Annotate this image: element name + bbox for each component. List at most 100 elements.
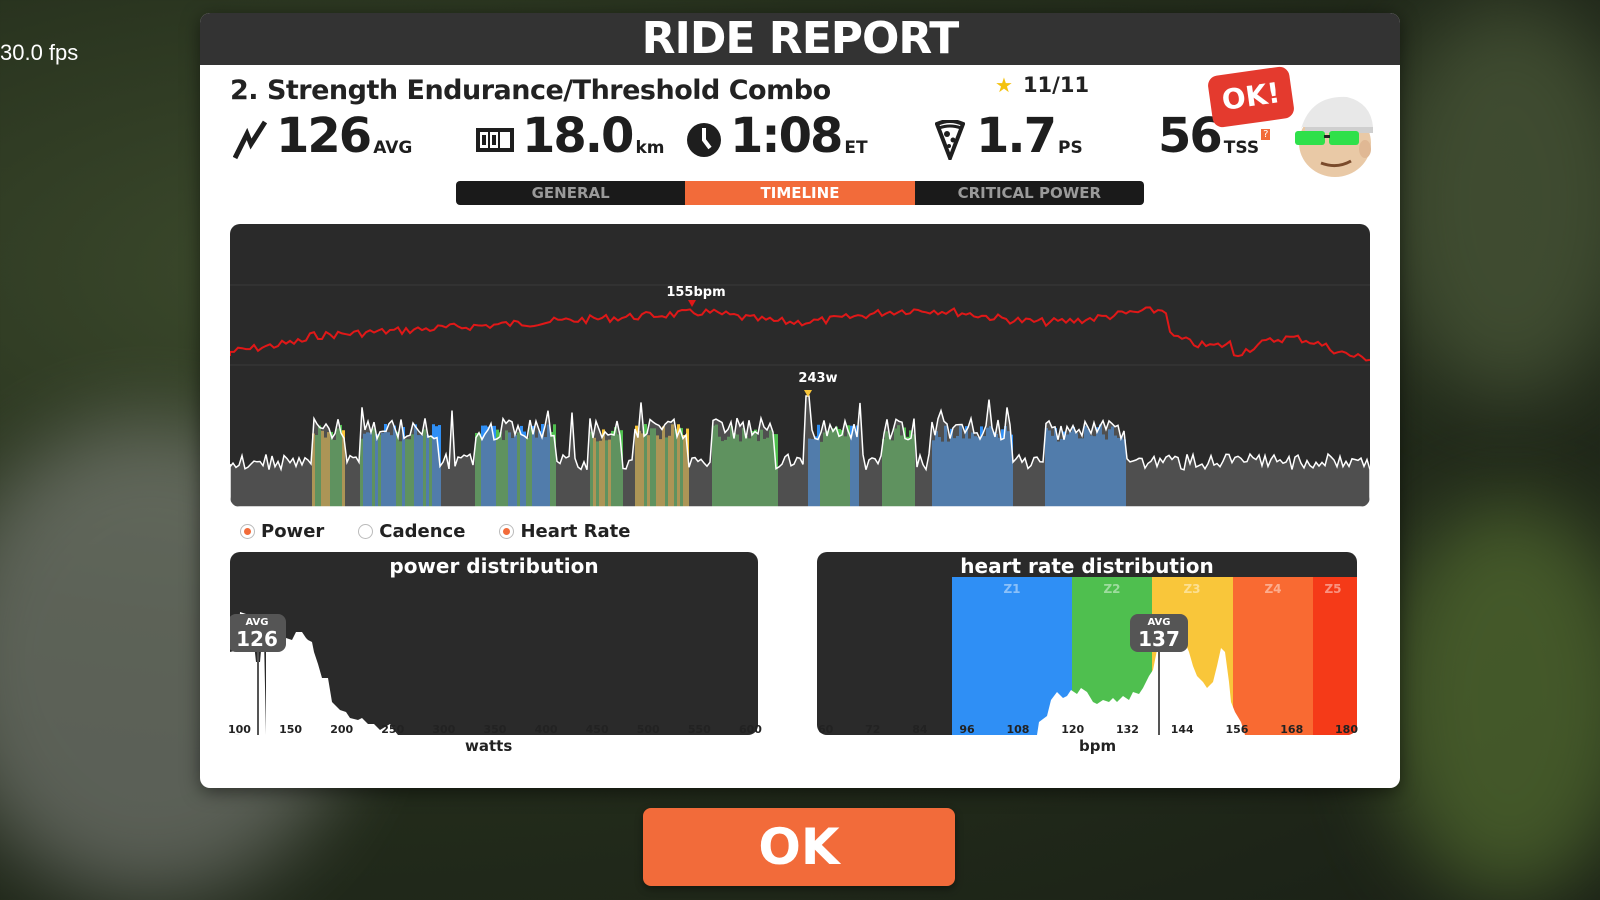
power-histogram-bar bbox=[266, 632, 398, 735]
pizza-icon bbox=[930, 118, 970, 162]
power-distribution-ticks: 100 150 200 250 300 350 400 450 500 550 … bbox=[228, 723, 762, 736]
hr-tick: 168 bbox=[1280, 723, 1304, 736]
hr-tick: 108 bbox=[1006, 723, 1030, 736]
stat-time: 1:08 ET bbox=[684, 110, 868, 162]
power-avg-badge: AVG 126 bbox=[230, 614, 286, 652]
workout-name: 2. Strength Endurance/Threshold Combo bbox=[230, 75, 831, 106]
coach-bubble-text: OK! bbox=[1219, 76, 1283, 117]
power-axis-label: watts bbox=[465, 737, 513, 755]
stat-power: 126 AVG bbox=[230, 110, 412, 162]
power-tick: 600 bbox=[738, 723, 762, 736]
hr-distribution-title: heart rate distribution bbox=[960, 554, 1214, 578]
hr-tick: 60 bbox=[818, 723, 834, 736]
distance-unit: km bbox=[635, 138, 665, 158]
power-value: 126 bbox=[276, 108, 372, 164]
power-tick: 350 bbox=[483, 723, 507, 736]
hr-tick: 144 bbox=[1170, 723, 1194, 736]
hr-distribution-chart: heart rate distribution Z1 Z2 Z3 Z4 Z5 A… bbox=[817, 552, 1357, 735]
power-tick: 450 bbox=[585, 723, 609, 736]
odometer-icon bbox=[474, 118, 516, 162]
hr-distribution-svg: Z1 Z2 Z3 Z4 Z5 bbox=[952, 577, 1357, 735]
distance-value: 18.0 bbox=[522, 108, 634, 164]
heart-rate-radio[interactable] bbox=[499, 524, 515, 539]
power-tick: 250 bbox=[381, 723, 405, 736]
zone-z1-label: Z1 bbox=[1003, 582, 1020, 596]
hr-tick: 96 bbox=[959, 723, 975, 736]
hr-avg-label: AVG bbox=[1147, 617, 1171, 628]
power-tick: 500 bbox=[636, 723, 660, 736]
tab-general[interactable]: GENERAL bbox=[531, 184, 610, 202]
stat-tss: 56 TSS ? bbox=[1158, 108, 1271, 164]
stat-distance: 18.0 km bbox=[474, 110, 664, 162]
background-grass bbox=[1380, 500, 1600, 900]
clock-icon bbox=[684, 118, 724, 162]
zone-z5-band bbox=[1313, 577, 1357, 735]
zone-z5-label: Z5 bbox=[1324, 582, 1341, 596]
hr-distribution-ticks: 60 72 84 96 108 120 132 144 156 168 180 bbox=[818, 723, 1358, 736]
rating-value: 11/11 bbox=[1022, 73, 1090, 97]
coach-avatar: OK! bbox=[1206, 65, 1375, 185]
legend-power-label: Power bbox=[261, 521, 325, 542]
lightning-icon bbox=[230, 118, 270, 162]
pizza-value: 1.7 bbox=[976, 108, 1057, 164]
zone-z2-label: Z2 bbox=[1103, 582, 1120, 596]
pizza-unit: PS bbox=[1058, 138, 1083, 158]
tss-info-icon[interactable]: ? bbox=[1261, 129, 1271, 140]
power-peak-label: 243w bbox=[798, 371, 837, 386]
hr-tick: 72 bbox=[865, 723, 881, 736]
tss-unit: TSS bbox=[1223, 138, 1260, 158]
power-line bbox=[230, 395, 1370, 507]
ok-button[interactable]: OK bbox=[643, 808, 955, 886]
hr-tick: 84 bbox=[912, 723, 928, 736]
tab-critical-power[interactable]: CRITICAL POWER bbox=[957, 184, 1102, 202]
workout-rating: ★ 11/11 bbox=[995, 73, 1089, 97]
power-avg-value: 126 bbox=[236, 627, 278, 651]
timeline-chart: 155bpm 243w bbox=[230, 224, 1370, 507]
power-distribution-chart: power distribution AVG 126 bbox=[230, 552, 758, 735]
time-unit: ET bbox=[844, 138, 868, 158]
ride-report-modal: RIDE REPORT 2. Strength Endurance/Thresh… bbox=[200, 13, 1400, 788]
hr-axis-label: bpm bbox=[1079, 737, 1117, 755]
hr-peak-marker bbox=[688, 300, 696, 307]
power-tick: 150 bbox=[279, 723, 303, 736]
time-value: 1:08 bbox=[730, 108, 843, 164]
power-distribution-title: power distribution bbox=[389, 554, 599, 578]
hr-tick: 156 bbox=[1225, 723, 1249, 736]
tab-timeline[interactable]: TIMELINE bbox=[685, 181, 915, 205]
timeline-svg: 155bpm 243w bbox=[230, 284, 1370, 507]
power-tick: 100 bbox=[228, 723, 251, 736]
cadence-radio[interactable] bbox=[358, 524, 374, 539]
power-tick: 300 bbox=[432, 723, 456, 736]
hr-histogram-bar bbox=[1037, 642, 1245, 735]
legend-cadence-toggle[interactable]: Cadence bbox=[358, 521, 465, 542]
report-tabs: GENERAL TIMELINE CRITICAL POWER bbox=[456, 181, 1144, 205]
hr-tick: 132 bbox=[1115, 723, 1139, 736]
power-tick: 550 bbox=[687, 723, 711, 736]
zone-z3-label: Z3 bbox=[1183, 582, 1200, 596]
legend-heart-rate-label: Heart Rate bbox=[520, 521, 631, 542]
hr-avg-badge: AVG 137 bbox=[1130, 614, 1188, 652]
timeline-legend: Power Cadence Heart Rate bbox=[240, 521, 630, 542]
fps-counter: 30.0 fps bbox=[0, 40, 79, 65]
hr-peak-label: 155bpm bbox=[666, 285, 725, 300]
modal-title: RIDE REPORT bbox=[200, 13, 1400, 65]
legend-power-toggle[interactable]: Power bbox=[240, 521, 324, 542]
power-peak-marker bbox=[804, 390, 812, 397]
star-icon: ★ bbox=[995, 73, 1013, 97]
hr-avg-value: 137 bbox=[1138, 627, 1180, 651]
tss-value: 56 bbox=[1158, 108, 1223, 164]
zone-z4-band bbox=[1233, 577, 1313, 735]
stat-pizza: 1.7 PS bbox=[930, 110, 1083, 162]
legend-heart-rate-toggle[interactable]: Heart Rate bbox=[499, 521, 630, 542]
power-tick: 200 bbox=[330, 723, 354, 736]
background-trees bbox=[1380, 0, 1600, 400]
heart-rate-line bbox=[230, 306, 1370, 362]
zone-z4-label: Z4 bbox=[1264, 582, 1281, 596]
hr-tick: 120 bbox=[1061, 723, 1085, 736]
power-avg-label: AVG bbox=[245, 617, 269, 628]
power-radio[interactable] bbox=[240, 524, 255, 539]
hr-tick: 180 bbox=[1335, 723, 1358, 736]
power-tick: 400 bbox=[534, 723, 558, 736]
legend-cadence-label: Cadence bbox=[379, 521, 466, 542]
power-unit: AVG bbox=[373, 138, 413, 158]
